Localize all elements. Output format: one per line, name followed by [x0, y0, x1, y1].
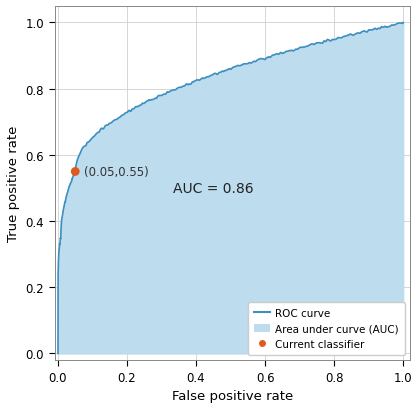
Y-axis label: True positive rate: True positive rate	[7, 126, 20, 242]
Text: (0.05,0.55): (0.05,0.55)	[84, 166, 149, 179]
Text: AUC = 0.86: AUC = 0.86	[173, 182, 254, 196]
X-axis label: False positive rate: False positive rate	[172, 389, 293, 402]
Point	[72, 169, 79, 175]
Legend: ROC curve, Area under curve (AUC), Current classifier: ROC curve, Area under curve (AUC), Curre…	[248, 302, 405, 355]
